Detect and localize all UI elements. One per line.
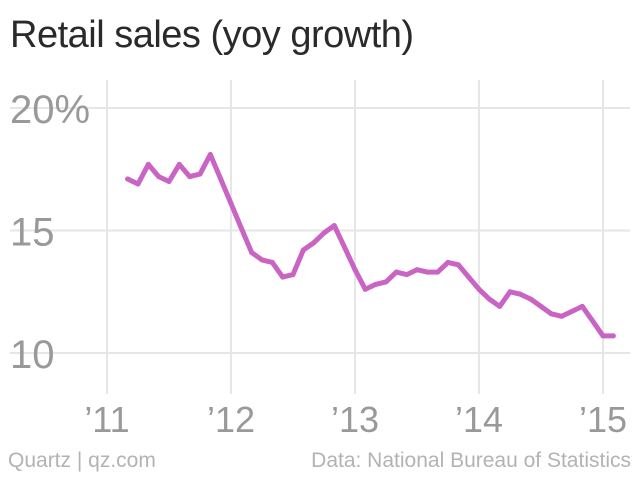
grid [10,80,630,394]
data-point [145,161,151,167]
data-point [373,281,379,287]
data-point [125,176,131,182]
data-point [249,250,255,256]
data-point [331,223,337,229]
data-point [610,333,616,339]
data-point [600,333,606,339]
data-point [579,303,585,309]
data-point [218,176,224,182]
data-point [486,296,492,302]
data-point [259,257,265,263]
y-tick-label: 20% [10,88,90,132]
data-point [383,279,389,285]
data-point [228,201,234,206]
y-axis-ticks: 20% 15 10 [10,88,90,377]
data-point [548,311,554,317]
data-point [176,161,182,167]
credit-text: Quartz | qz.com [8,449,156,472]
data-point [269,259,275,265]
data-point [166,179,172,184]
data-point [476,286,482,292]
data-point [362,286,368,292]
data-point [507,289,513,295]
data-point [342,245,348,251]
data-point [207,152,213,157]
x-tick-label: ’13 [331,399,379,440]
data-point [497,303,503,309]
data-point [528,296,534,302]
data-point [517,291,523,297]
data-point [393,269,399,275]
data-point [311,240,317,246]
data-point [280,274,286,280]
y-tick-label: 15 [10,211,55,255]
data-point [466,274,472,280]
y-tick-label: 10 [10,333,55,377]
x-tick-label: ’11 [84,399,129,440]
series [125,152,616,339]
data-point [569,308,575,314]
data-point [435,269,441,275]
data-point [321,230,327,236]
data-point [445,259,451,265]
x-axis-ticks: ’11 ’12 ’13 ’14 ’15 [84,399,627,440]
data-point [300,247,306,253]
data-point [404,272,410,278]
data-point [197,171,203,177]
data-point [156,174,162,180]
data-point [424,269,430,275]
data-point [414,267,420,273]
data-point [455,262,461,268]
x-tick-label: ’12 [207,399,255,440]
data-point [290,272,296,278]
source-text: Data: National Bureau of Statistics [311,449,631,472]
data-point [352,267,358,273]
x-tick-label: ’14 [455,399,503,440]
data-point [238,225,244,231]
chart-title: Retail sales (yoy growth) [10,14,414,56]
data-point [135,181,141,187]
data-point [590,318,596,324]
data-point [538,303,544,309]
data-point [559,313,565,319]
data-point [187,174,193,180]
x-tick-label: ’15 [579,399,627,440]
